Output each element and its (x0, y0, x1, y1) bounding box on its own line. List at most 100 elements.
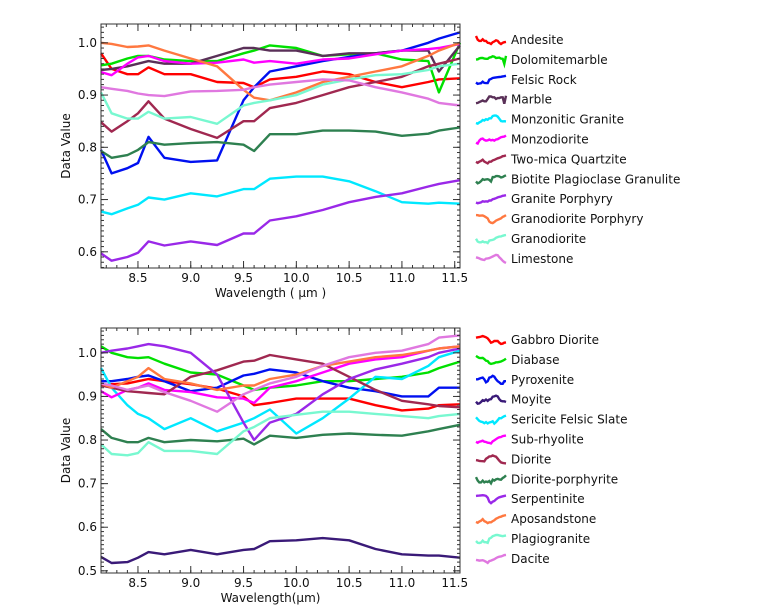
series-line-granodiorite-porphyry (100, 41, 461, 102)
legend-swatch-icon (475, 533, 507, 545)
legend-item: Andesite (474, 33, 564, 47)
y-tick-label: 0.9 (78, 389, 97, 403)
legend-label: Granodiorite Porphyry (511, 212, 643, 226)
y-axis-label: Data Value (59, 418, 73, 483)
legend-swatch-icon (475, 434, 507, 445)
x-axis-label: Wavelength ( μm ) (215, 286, 326, 300)
legend-item: Monzonitic Granite (475, 113, 624, 127)
legend-label: Dolomitemarble (511, 53, 608, 67)
plot-frame (100, 327, 461, 574)
legend-item: Sericite Felsic Slate (475, 413, 627, 427)
legend-item: Plagiogranite (475, 532, 590, 546)
series-line-granodiorite (99, 62, 461, 126)
legend: Gabbro Diorite Diabase Pyroxenite Moyite Ser… (474, 333, 627, 566)
legend-item: Pyroxenite (476, 373, 574, 387)
legend-label: Two-mica Quartzite (510, 152, 627, 166)
legend-swatch-icon (474, 233, 507, 245)
legend-swatch-icon (475, 114, 507, 125)
series-line-biotite-plagioclase-granulite (100, 126, 461, 160)
series-line-sericite-felsic-slate (99, 349, 461, 435)
x-tick-label: 11.0 (389, 576, 416, 590)
legend-item: Sub-rhyolite (475, 433, 584, 447)
legend-label: Marble (511, 93, 552, 107)
chart-2: 8.5 9.0 9.5 10.0 10.5 11.0 11.5 0.5 0.6 0.7 0.8 0.9… (59, 327, 627, 605)
plot-frame (100, 23, 461, 269)
y-tick-label: 0.5 (78, 564, 97, 578)
x-tick-label: 9.0 (181, 576, 200, 590)
legend-swatch-icon (475, 394, 507, 406)
legend-label: Dacite (511, 552, 550, 566)
legend-label: Diorite-porphyrite (511, 472, 618, 486)
x-tick-label: 9.0 (181, 271, 200, 285)
legend-label: Monzonitic Granite (511, 113, 624, 127)
y-tick-label: 0.8 (78, 433, 97, 447)
legend-swatch-icon (475, 55, 508, 69)
legend-label: Felsic Rock (511, 73, 577, 87)
series-line-gabbro-diorite (100, 377, 461, 412)
x-tick-label: 9.5 (234, 271, 253, 285)
legend-swatch-icon (475, 134, 507, 146)
series-line-plagiogranite (100, 410, 461, 457)
legend-label: Sub-rhyolite (511, 433, 584, 447)
series-line-dolomitemarble (100, 42, 462, 94)
series-group (99, 31, 462, 262)
y-tick-label: 0.6 (78, 520, 97, 534)
legend-label: Diabase (511, 353, 560, 367)
legend-item: Dolomitemarble (475, 53, 608, 69)
legend-swatch-icon (475, 95, 508, 105)
legend-label: Gabbro Diorite (511, 333, 599, 347)
series-group (99, 334, 461, 565)
legend-swatch-icon (475, 253, 507, 264)
legend-swatch-icon (475, 174, 507, 185)
series-line-diorite (100, 353, 461, 409)
legend-swatch-icon (475, 74, 507, 86)
legend-swatch-icon (475, 194, 507, 205)
legend-label: Granodiorite (511, 232, 586, 246)
series-line-aposandstone (100, 345, 461, 392)
legend: Andesite Dolomitemarble Felsic Rock Marble M… (474, 33, 680, 266)
x-axis-label: Wavelength(μm) (221, 591, 321, 605)
legend-item: Limestone (475, 252, 573, 266)
legend-item: Granite Porphyry (475, 192, 613, 206)
legend-label: Sericite Felsic Slate (511, 413, 627, 427)
y-tick-label: 0.6 (78, 245, 97, 259)
x-tick-label: 11.0 (389, 271, 416, 285)
legend-label: Plagiogranite (511, 532, 590, 546)
legend-item: Monzodiorite (475, 133, 589, 147)
series-line-granite-porphyry (100, 179, 461, 262)
legend-item: Felsic Rock (475, 73, 577, 87)
legend-swatch-icon (475, 493, 507, 505)
series-line-felsic-rock (99, 31, 461, 175)
legend-item: Dacite (475, 552, 550, 566)
legend-swatch-icon (475, 334, 507, 346)
legend-item: Granodiorite Porphyry (475, 212, 643, 226)
chart-1: 8.5 9.0 9.5 10.0 10.5 11.0 11.5 0.6 0.7 0.8 0.9 1.0… (59, 23, 680, 300)
legend-label: Moyite (511, 393, 551, 407)
x-tick-label: 8.5 (128, 271, 147, 285)
legend-label: Aposandstone (511, 512, 596, 526)
y-axis-label: Data Value (59, 113, 73, 178)
y-tick-label: 0.7 (78, 193, 97, 207)
legend-swatch-icon (475, 414, 507, 426)
legend-item: Granodiorite (474, 232, 586, 246)
legend-item: Gabbro Diorite (475, 333, 599, 347)
legend-swatch-icon (475, 513, 507, 525)
series-line-diorite-porphyrite (100, 423, 461, 446)
legend-item: Serpentinite (475, 492, 585, 506)
x-tick-label: 10.0 (283, 576, 310, 590)
legend-swatch-icon (475, 354, 507, 366)
legend-item: Biotite Plagioclase Granulite (475, 172, 680, 186)
legend-item: Aposandstone (475, 512, 596, 526)
legend-label: Serpentinite (511, 492, 585, 506)
legend-label: Andesite (511, 33, 564, 47)
legend-label: Limestone (511, 252, 573, 266)
x-tick-label: 10.5 (336, 271, 363, 285)
y-tick-label: 0.7 (78, 477, 97, 491)
series-line-monzonitic-granite (100, 175, 461, 216)
x-tick-label: 8.5 (128, 576, 147, 590)
legend-swatch-icon (475, 213, 507, 225)
y-tick-label: 1.0 (78, 346, 97, 360)
legend-item: Moyite (475, 393, 551, 407)
legend-label: Diorite (511, 452, 551, 466)
